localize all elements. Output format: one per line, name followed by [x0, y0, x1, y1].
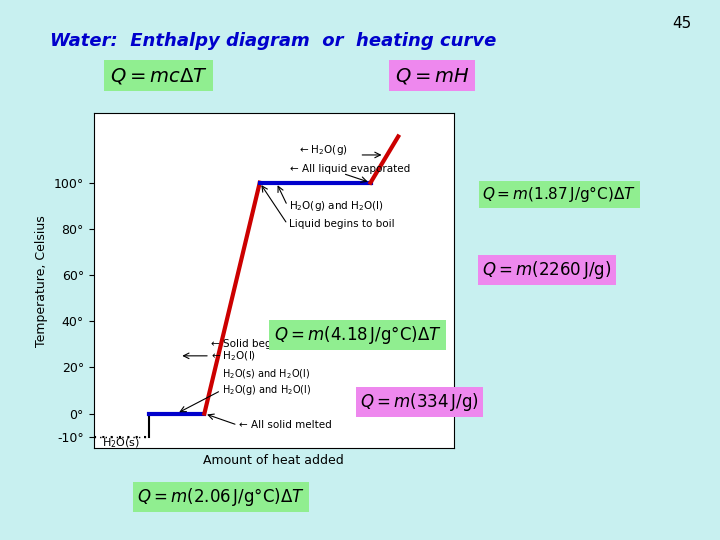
Text: H$_2$O(s) and H$_2$O(l): H$_2$O(s) and H$_2$O(l) — [222, 368, 310, 381]
Text: $Q = m(2260\,\mathrm{J/g})$: $Q = m(2260\,\mathrm{J/g})$ — [482, 259, 612, 281]
Text: $Q = mc\Delta T$: $Q = mc\Delta T$ — [109, 65, 207, 86]
Text: H$_2$O(g) and H$_2$O(l): H$_2$O(g) and H$_2$O(l) — [222, 383, 311, 397]
Text: 45: 45 — [672, 16, 691, 31]
Y-axis label: Temperature, Celsius: Temperature, Celsius — [35, 215, 48, 347]
Text: $Q = m(334\,\mathrm{J/g})$: $Q = m(334\,\mathrm{J/g})$ — [360, 392, 479, 413]
Text: ← H$_2$O(g): ← H$_2$O(g) — [299, 143, 347, 157]
Text: $Q = m(2.06\,\mathrm{J/g°C})\Delta T$: $Q = m(2.06\,\mathrm{J/g°C})\Delta T$ — [137, 486, 305, 508]
Text: ← H$_2$O(l): ← H$_2$O(l) — [211, 349, 256, 363]
X-axis label: Amount of heat added: Amount of heat added — [203, 454, 344, 467]
Text: Liquid begins to boil: Liquid begins to boil — [289, 219, 394, 230]
Text: H$_2$O(g) and H$_2$O(l): H$_2$O(g) and H$_2$O(l) — [289, 199, 383, 213]
Text: $Q = mH$: $Q = mH$ — [395, 65, 469, 86]
Text: ← All solid melted: ← All solid melted — [239, 420, 331, 430]
Text: Water:  Enthalpy diagram  or  heating curve: Water: Enthalpy diagram or heating curve — [50, 32, 497, 50]
Text: H$_2$O(s): H$_2$O(s) — [102, 437, 140, 450]
Text: ← Solid begins to melt: ← Solid begins to melt — [211, 339, 328, 349]
Text: $Q = m(4.18\,\mathrm{J/g°C})\Delta T$: $Q = m(4.18\,\mathrm{J/g°C})\Delta T$ — [274, 324, 441, 346]
Text: ← All liquid evaporated: ← All liquid evaporated — [290, 164, 410, 174]
Text: $Q = m(1.87\,\mathrm{J/g°C})\Delta T$: $Q = m(1.87\,\mathrm{J/g°C})\Delta T$ — [482, 184, 636, 205]
